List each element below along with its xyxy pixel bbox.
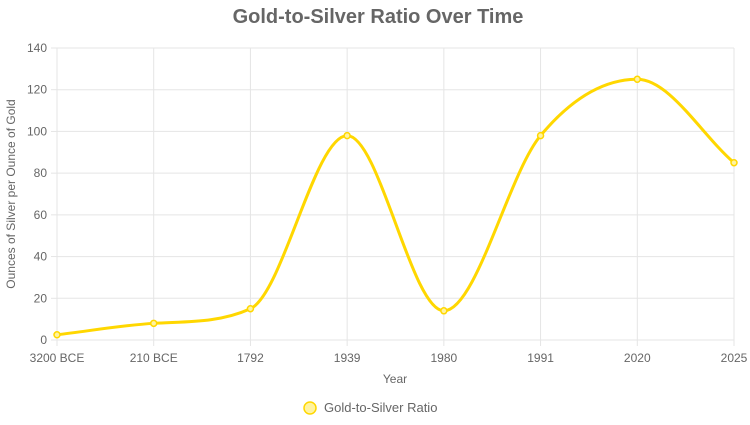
x-tick-label: 1980 <box>431 351 458 365</box>
data-point[interactable] <box>536 131 545 140</box>
data-point[interactable] <box>53 331 61 339</box>
x-tick-label: 2020 <box>624 351 651 365</box>
legend-label[interactable]: Gold-to-Silver Ratio <box>324 400 437 415</box>
x-axis-title: Year <box>383 372 407 386</box>
y-tick-label: 140 <box>27 41 47 55</box>
x-tick-label: 1939 <box>334 351 361 365</box>
y-tick-label: 40 <box>34 250 48 264</box>
y-axis-ticks: 0 20 40 60 80 100 120 140 <box>27 41 47 347</box>
x-axis-ticks: 3200 BCE 210 BCE 1792 1939 1980 1991 2020 2025 <box>30 351 748 365</box>
series-line-gold-to-silver-ratio <box>56 77 735 337</box>
y-tick-label: 20 <box>34 291 48 305</box>
grid-lines <box>51 47 735 346</box>
data-point[interactable] <box>730 158 738 167</box>
series-layer <box>53 75 738 339</box>
x-tick-label: 3200 BCE <box>30 351 85 365</box>
y-tick-label: 60 <box>34 208 48 222</box>
y-tick-label: 120 <box>27 83 47 97</box>
y-tick-label: 100 <box>27 124 47 138</box>
x-tick-label: 1991 <box>527 351 554 365</box>
chart-title: Gold-to-Silver Ratio Over Time <box>233 6 524 28</box>
x-tick-label: 2025 <box>721 351 748 365</box>
y-axis-title: Ounces of Silver per Ounce of Gold <box>4 99 18 288</box>
data-point[interactable] <box>149 319 158 328</box>
y-tick-label: 80 <box>34 166 48 180</box>
x-tick-label: 1792 <box>237 351 264 365</box>
data-point[interactable] <box>633 75 642 84</box>
legend[interactable]: Gold-to-Silver Ratio <box>303 400 437 415</box>
data-point[interactable] <box>246 304 255 313</box>
data-point[interactable] <box>440 307 448 315</box>
y-tick-label: 0 <box>40 333 47 347</box>
legend-swatch[interactable] <box>303 401 317 415</box>
data-point[interactable] <box>343 131 351 140</box>
x-tick-label: 210 BCE <box>130 351 178 365</box>
